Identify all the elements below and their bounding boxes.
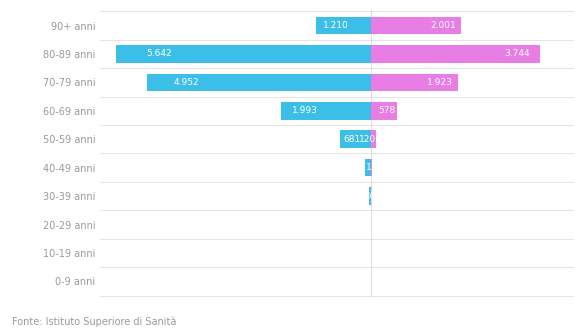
Bar bbox=[281, 102, 371, 119]
Text: 5.642: 5.642 bbox=[146, 50, 172, 58]
Text: Fonte: Istituto Superiore di Sanità: Fonte: Istituto Superiore di Sanità bbox=[12, 316, 176, 327]
Text: 1.993: 1.993 bbox=[292, 106, 318, 115]
Text: 120: 120 bbox=[359, 135, 376, 144]
Text: 1.210: 1.210 bbox=[323, 21, 349, 30]
Bar bbox=[316, 17, 371, 34]
Bar bbox=[369, 187, 371, 205]
Bar bbox=[371, 102, 397, 119]
Bar bbox=[147, 74, 371, 91]
Bar bbox=[371, 17, 461, 34]
Bar bbox=[371, 130, 376, 148]
Text: 40: 40 bbox=[364, 192, 376, 201]
Bar bbox=[340, 130, 371, 148]
Bar bbox=[371, 159, 372, 177]
Text: 681: 681 bbox=[344, 135, 361, 144]
Bar bbox=[371, 74, 458, 91]
Text: 4.952: 4.952 bbox=[174, 78, 199, 87]
Bar bbox=[116, 45, 371, 63]
Text: 578: 578 bbox=[378, 106, 396, 115]
Text: 3.744: 3.744 bbox=[505, 50, 530, 58]
Text: 2.001: 2.001 bbox=[430, 21, 456, 30]
Bar bbox=[365, 159, 371, 177]
Bar bbox=[371, 45, 540, 63]
Text: 130: 130 bbox=[366, 163, 383, 172]
Text: 1.923: 1.923 bbox=[427, 78, 452, 87]
